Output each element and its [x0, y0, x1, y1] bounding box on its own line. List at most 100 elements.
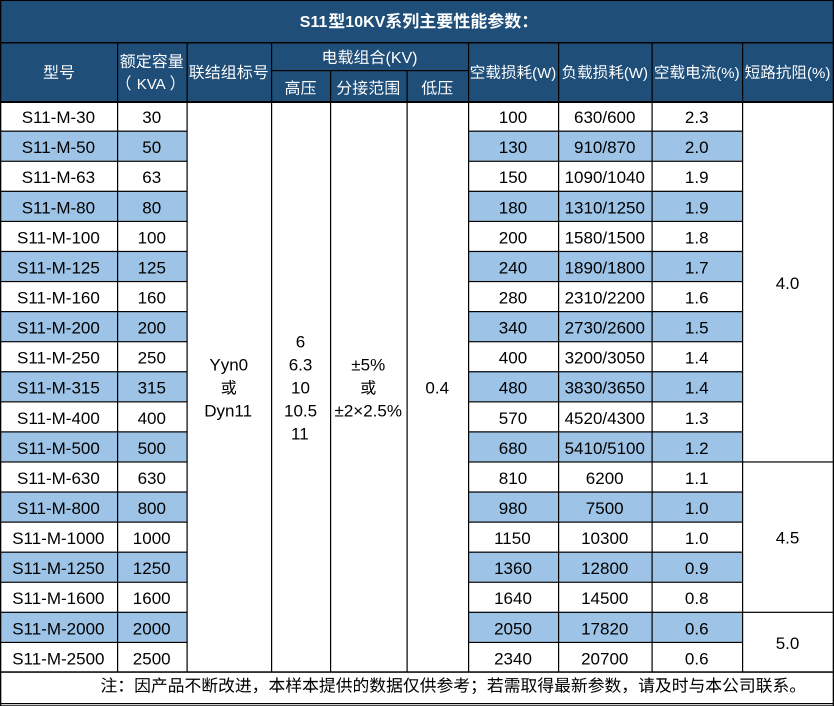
svg-text:6200: 6200: [586, 469, 624, 488]
svg-text:2310/2200: 2310/2200: [565, 289, 645, 308]
svg-text:5410/5100: 5410/5100: [565, 439, 645, 458]
svg-text:2050: 2050: [494, 619, 532, 638]
svg-text:400: 400: [499, 349, 527, 368]
svg-text:0.6: 0.6: [685, 619, 709, 638]
svg-text:630: 630: [138, 469, 166, 488]
svg-text:0.9: 0.9: [685, 559, 709, 578]
svg-text:1.4: 1.4: [685, 379, 709, 398]
svg-text:1.2: 1.2: [685, 439, 709, 458]
svg-text:S11-M-1250: S11-M-1250: [12, 559, 104, 578]
svg-text:980: 980: [499, 499, 527, 518]
svg-text:S11-M-400: S11-M-400: [17, 409, 100, 428]
svg-text:2730/2600: 2730/2600: [565, 319, 645, 338]
svg-text:1090/1040: 1090/1040: [565, 168, 645, 187]
svg-text:4.5: 4.5: [776, 529, 800, 548]
svg-text:280: 280: [499, 289, 527, 308]
svg-text:1.7: 1.7: [685, 258, 709, 277]
svg-text:1640: 1640: [494, 589, 532, 608]
svg-text:100: 100: [138, 228, 166, 247]
svg-text:1.4: 1.4: [685, 349, 709, 368]
svg-text:1.0: 1.0: [685, 499, 709, 518]
svg-text:±5%: ±5%: [351, 355, 385, 374]
svg-text:80: 80: [142, 198, 161, 217]
svg-text:910/870: 910/870: [574, 138, 635, 157]
svg-text:2.3: 2.3: [685, 108, 709, 127]
svg-text:10: 10: [291, 378, 310, 397]
svg-text:130: 130: [499, 138, 527, 157]
svg-text:KVA: KVA: [137, 76, 166, 93]
svg-text:1.9: 1.9: [685, 198, 709, 217]
svg-text:1.3: 1.3: [685, 409, 709, 428]
svg-text:S11-M-2500: S11-M-2500: [12, 649, 104, 668]
svg-text:680: 680: [499, 439, 527, 458]
svg-text:570: 570: [499, 409, 527, 428]
svg-text:500: 500: [138, 439, 166, 458]
svg-text:Dyn11: Dyn11: [204, 401, 252, 420]
svg-text:1.8: 1.8: [685, 228, 709, 247]
svg-text:S11-M-50: S11-M-50: [22, 138, 95, 157]
svg-text:±2×2.5%: ±2×2.5%: [335, 401, 402, 420]
svg-text:1.6: 1.6: [685, 289, 709, 308]
svg-text:2.0: 2.0: [685, 138, 709, 157]
svg-text:1310/1250: 1310/1250: [565, 198, 645, 217]
svg-text:S11-M-315: S11-M-315: [17, 379, 100, 398]
svg-text:1.0: 1.0: [685, 529, 709, 548]
svg-text:1150: 1150: [494, 529, 531, 548]
svg-text:0.4: 0.4: [425, 378, 449, 397]
svg-text:Yyn0: Yyn0: [209, 355, 248, 374]
svg-text:(%): (%): [807, 65, 830, 82]
svg-text:1580/1500: 1580/1500: [565, 228, 645, 247]
svg-text:250: 250: [138, 349, 166, 368]
svg-text:S11-M-250: S11-M-250: [17, 349, 100, 368]
svg-text:400: 400: [138, 409, 166, 428]
svg-text:S11-M-200: S11-M-200: [17, 319, 100, 338]
svg-text:S11-M-630: S11-M-630: [17, 469, 100, 488]
svg-text:4.0: 4.0: [776, 274, 800, 293]
svg-text:1.1: 1.1: [685, 469, 709, 488]
svg-text:315: 315: [138, 379, 166, 398]
svg-text:200: 200: [138, 319, 166, 338]
svg-text:(W): (W): [532, 65, 556, 82]
svg-text:S11-M-30: S11-M-30: [22, 108, 95, 127]
svg-text:S11-M-160: S11-M-160: [17, 289, 100, 308]
svg-text:2500: 2500: [133, 649, 171, 668]
svg-text:4520/4300: 4520/4300: [565, 409, 645, 428]
svg-text:(KV): (KV): [386, 50, 418, 67]
svg-text:30: 30: [142, 108, 161, 127]
svg-text:S11-M-1000: S11-M-1000: [12, 529, 104, 548]
svg-text:(%): (%): [716, 65, 739, 82]
svg-text:(W): (W): [624, 65, 648, 82]
svg-text:1250: 1250: [133, 559, 171, 578]
svg-text:S11-M-80: S11-M-80: [22, 198, 95, 217]
svg-text:1600: 1600: [133, 589, 171, 608]
svg-text:240: 240: [499, 258, 527, 277]
svg-text:2000: 2000: [133, 619, 171, 638]
svg-text:12800: 12800: [581, 559, 628, 578]
svg-text:11: 11: [291, 424, 309, 443]
svg-text:S11-M-1600: S11-M-1600: [12, 589, 104, 608]
svg-text:480: 480: [499, 379, 527, 398]
svg-text:6: 6: [296, 332, 305, 351]
svg-text:100: 100: [499, 108, 527, 127]
svg-text:150: 150: [499, 168, 527, 187]
svg-text:1360: 1360: [494, 559, 532, 578]
svg-text:1000: 1000: [133, 529, 171, 548]
svg-text:0.6: 0.6: [685, 649, 709, 668]
svg-text:800: 800: [138, 499, 166, 518]
svg-text:S11-M-63: S11-M-63: [22, 168, 95, 187]
svg-text:10KV: 10KV: [345, 14, 385, 31]
svg-text:2340: 2340: [494, 649, 532, 668]
svg-text:3830/3650: 3830/3650: [565, 379, 645, 398]
svg-text:0.8: 0.8: [685, 589, 709, 608]
svg-text:S11-M-100: S11-M-100: [17, 228, 100, 247]
svg-text:14500: 14500: [581, 589, 628, 608]
svg-text:160: 160: [138, 289, 166, 308]
svg-text:200: 200: [499, 228, 527, 247]
svg-text:S11-M-800: S11-M-800: [17, 499, 100, 518]
svg-text:1.5: 1.5: [685, 319, 709, 338]
svg-text:S11-M-2000: S11-M-2000: [12, 619, 104, 638]
svg-text:1.9: 1.9: [685, 168, 709, 187]
svg-text:6.3: 6.3: [289, 355, 313, 374]
svg-text:10300: 10300: [581, 529, 628, 548]
svg-text:S11-M-125: S11-M-125: [17, 258, 100, 277]
